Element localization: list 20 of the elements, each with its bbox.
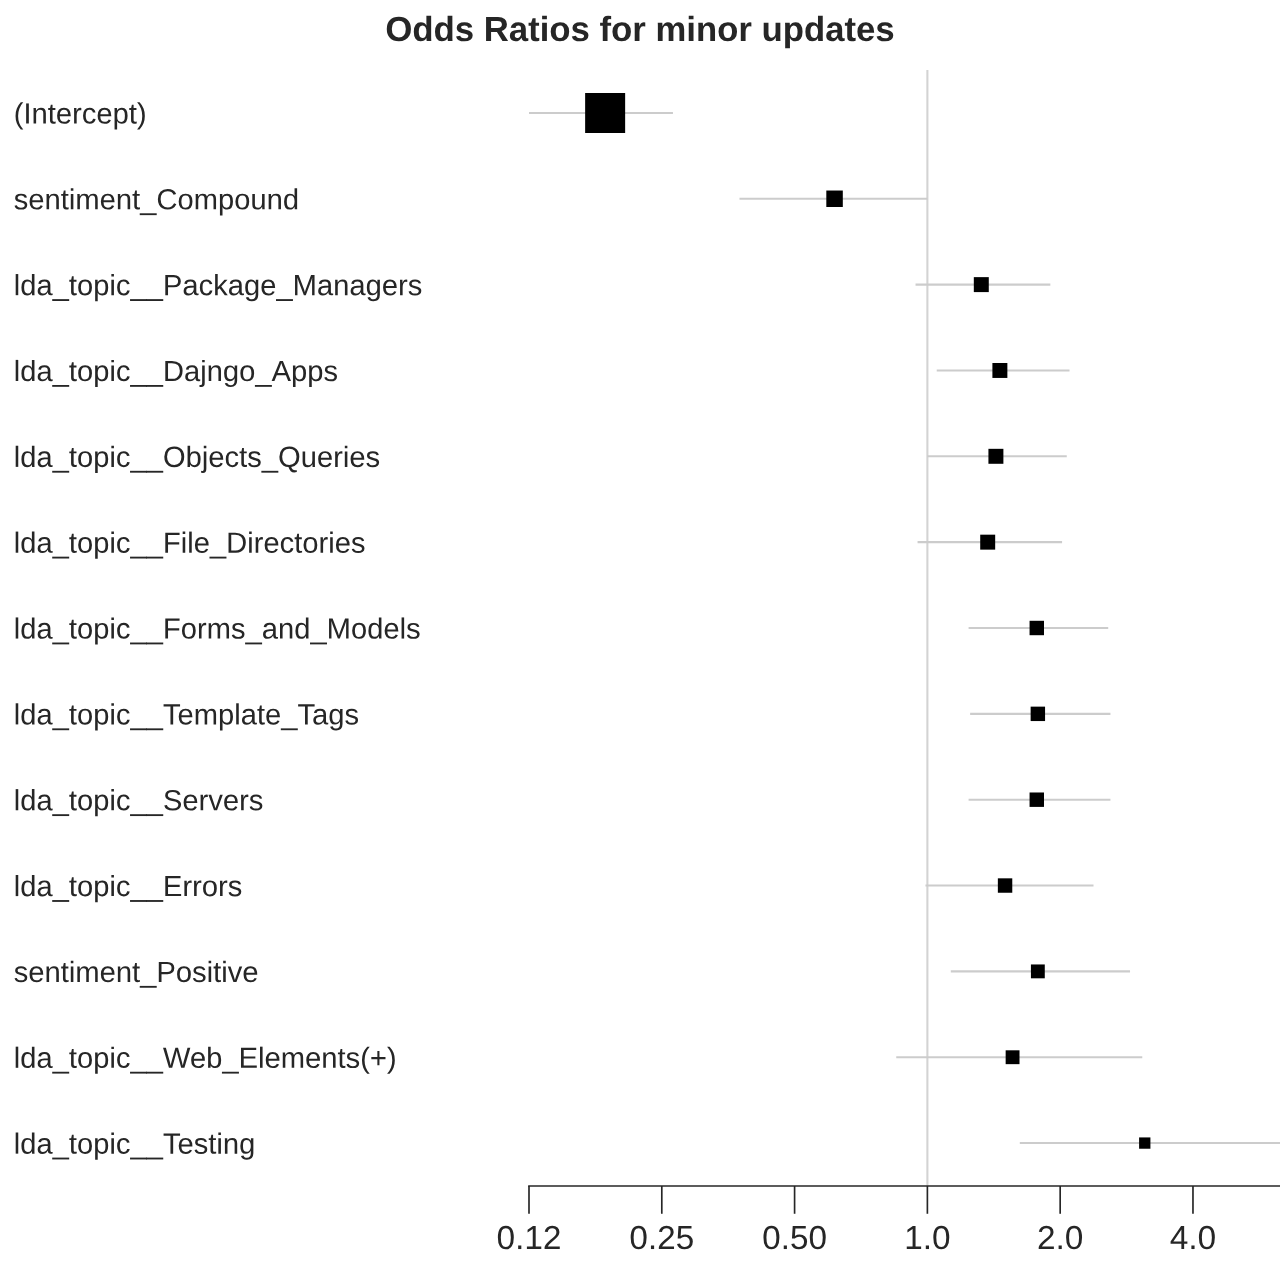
y-tick-label: lda_topic__Errors <box>15 874 242 903</box>
y-tick-label: lda_topic__Package_Managers <box>15 274 422 302</box>
x-tick-label: 0.50 <box>763 1225 826 1250</box>
x-tick-label: 4.0 <box>1170 1225 1215 1250</box>
x-tick-label: 2.0 <box>1038 1225 1083 1250</box>
y-tick-label: sentiment_Positive <box>14 960 258 988</box>
x-tick-label: 1.0 <box>906 1225 950 1250</box>
chart-title: Odds Ratios for minor updates <box>386 15 894 49</box>
y-tick-label: (Intercept) <box>15 102 145 130</box>
y-tick-label: lda_topic__Objects_Queries <box>15 445 380 473</box>
y-tick-label: sentiment_Compound <box>14 188 298 216</box>
x-tick-label: 0.12 <box>497 1225 560 1250</box>
y-tick-label: lda_topic__Template_Tags <box>15 703 359 731</box>
y-tick-label: lda_topic__File_Directories <box>15 531 365 559</box>
y-tick-label: lda_topic__Forms_and_Models <box>15 617 420 645</box>
y-tick-label: lda_topic__Dajngo_Apps <box>15 359 337 388</box>
y-tick-label: lda_topic__Servers <box>15 789 263 817</box>
x-tick-label: 0.25 <box>630 1225 693 1250</box>
y-tick-label: lda_topic__Web_Elements(+) <box>15 1046 395 1074</box>
y-tick-label: lda_topic__Testing <box>15 1132 254 1160</box>
